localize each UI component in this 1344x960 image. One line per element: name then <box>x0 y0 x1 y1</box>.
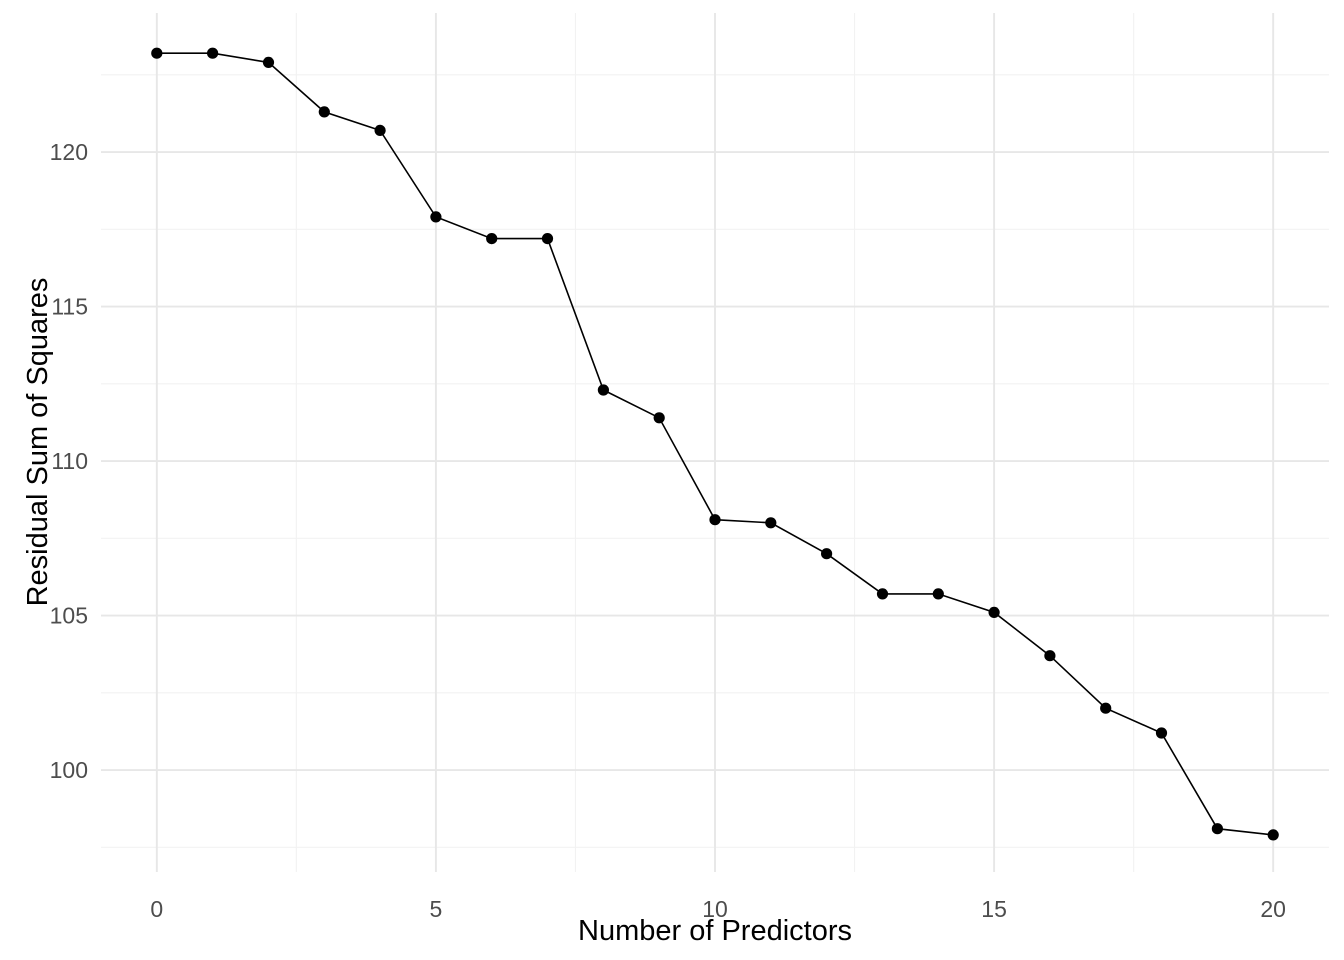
x-axis-title: Number of Predictors <box>578 915 852 947</box>
data-point <box>876 588 889 600</box>
data-point <box>597 384 610 396</box>
major-gridlines <box>101 13 1329 872</box>
data-point <box>541 233 554 245</box>
data-point <box>988 606 1000 619</box>
data-point <box>151 47 163 59</box>
y-tick-label: 100 <box>50 757 88 783</box>
data-point <box>430 211 442 223</box>
y-tick-label: 105 <box>50 603 88 629</box>
data-point <box>821 548 833 560</box>
data-point <box>1155 727 1168 739</box>
data-point <box>318 106 330 118</box>
rss-line-series <box>151 47 1279 841</box>
x-tick-label: 10 <box>702 896 728 922</box>
data-point <box>1044 650 1056 662</box>
y-tick-label: 110 <box>51 448 88 474</box>
data-point <box>262 56 275 68</box>
data-point <box>374 124 386 136</box>
data-point <box>653 412 665 424</box>
y-axis-title: Residual Sum of Squares <box>22 278 54 607</box>
data-point <box>207 47 219 59</box>
data-point <box>932 588 944 600</box>
y-tick-label: 115 <box>51 294 88 320</box>
data-point <box>1267 829 1279 841</box>
data-point <box>1100 702 1112 714</box>
axis-tick-labels: 0 5 10 15 20 100 105 110 115 120 <box>50 139 1286 922</box>
data-point <box>709 514 721 526</box>
data-point <box>486 233 498 245</box>
y-tick-label: 120 <box>50 139 88 165</box>
x-tick-label: 20 <box>1260 896 1286 922</box>
x-tick-label: 15 <box>981 896 1007 922</box>
x-tick-label: 5 <box>430 896 443 922</box>
data-point <box>1211 823 1223 835</box>
x-tick-label: 0 <box>150 896 163 922</box>
data-point <box>765 517 777 529</box>
